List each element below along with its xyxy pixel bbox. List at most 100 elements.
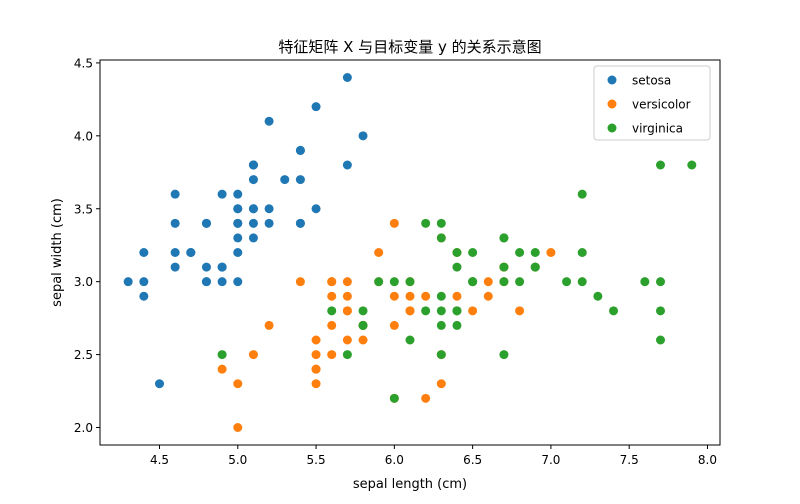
data-point: [452, 320, 462, 330]
y-tick-label: 4.5: [74, 56, 93, 70]
data-point: [248, 218, 258, 228]
data-point: [248, 233, 258, 243]
data-point: [233, 248, 243, 257]
data-point: [530, 262, 540, 272]
data-point: [154, 379, 164, 389]
plot-area: [99, 59, 721, 446]
data-point: [201, 218, 211, 228]
data-point: [452, 291, 462, 301]
x-tick-label: 8.0: [698, 453, 717, 467]
data-point: [311, 335, 321, 345]
data-point: [468, 248, 478, 257]
data-point: [436, 379, 446, 389]
data-point: [170, 218, 180, 228]
series-virginica: [217, 160, 697, 403]
data-point: [217, 277, 227, 287]
y-tick-label: 3.0: [74, 275, 93, 289]
data-point: [327, 320, 337, 330]
data-point: [358, 320, 368, 330]
data-point: [342, 350, 352, 360]
chart-title: 特征矩阵 X 与目标变量 y 的关系示意图: [278, 38, 541, 56]
data-point: [264, 116, 274, 126]
data-point: [452, 248, 462, 257]
data-point: [342, 277, 352, 287]
data-point: [342, 306, 352, 316]
data-point: [436, 306, 446, 316]
data-point: [327, 291, 337, 301]
x-tick-label: 5.5: [307, 453, 326, 467]
data-point: [483, 291, 493, 301]
data-point: [421, 291, 431, 301]
x-tick-label: 6.5: [463, 453, 482, 467]
data-point: [170, 189, 180, 199]
data-point: [593, 291, 603, 301]
data-point: [546, 248, 556, 257]
data-point: [311, 204, 321, 214]
y-tick-label: 2.5: [74, 348, 93, 362]
data-point: [515, 306, 525, 316]
data-point: [342, 160, 352, 170]
x-tick-label: 4.5: [150, 453, 169, 467]
data-point: [389, 277, 399, 287]
data-point: [421, 393, 431, 403]
data-point: [436, 350, 446, 360]
legend-marker: [607, 99, 617, 109]
data-point: [217, 364, 227, 374]
y-tick-label: 4.0: [74, 129, 93, 143]
data-point: [233, 423, 243, 432]
data-point: [436, 218, 446, 228]
data-point: [311, 379, 321, 389]
data-point: [170, 262, 180, 272]
y-tick-label: 2.0: [74, 421, 93, 435]
axes-frame: [99, 59, 721, 446]
data-point: [233, 233, 243, 243]
y-tick-label: 3.5: [74, 202, 93, 216]
data-point: [562, 277, 572, 287]
data-point: [577, 189, 587, 199]
data-point: [405, 335, 415, 345]
data-point: [436, 291, 446, 301]
data-point: [280, 175, 290, 185]
data-point: [358, 335, 368, 345]
data-point: [499, 233, 509, 243]
data-point: [311, 364, 321, 374]
data-point: [515, 277, 525, 287]
x-tick-label: 7.5: [620, 453, 639, 467]
data-point: [405, 306, 415, 316]
data-point: [452, 306, 462, 316]
y-axis: 2.0 2.5 3.0 3.5 4.0 4.5: [74, 56, 100, 435]
x-tick-label: 6.0: [385, 453, 404, 467]
data-point: [295, 145, 305, 155]
data-point: [656, 277, 666, 287]
data-point: [295, 277, 305, 287]
x-axis: 4.5 5.0 5.5 6.0 6.5 7.0 7.5 8.0: [150, 445, 717, 467]
data-point: [656, 335, 666, 345]
data-point: [233, 189, 243, 199]
legend-label: versicolor: [632, 98, 691, 112]
series-setosa: [123, 73, 368, 389]
data-point: [499, 277, 509, 287]
data-point: [640, 277, 650, 287]
data-point: [217, 350, 227, 360]
data-point: [436, 320, 446, 330]
data-point: [389, 291, 399, 301]
data-point: [468, 306, 478, 316]
data-point: [656, 306, 666, 316]
data-point: [201, 262, 211, 272]
data-point: [515, 248, 525, 257]
y-axis-label: sepal width (cm): [50, 198, 65, 307]
points-layer: [123, 73, 697, 432]
data-point: [374, 248, 384, 257]
data-point: [264, 218, 274, 228]
data-point: [358, 131, 368, 141]
data-point: [374, 277, 384, 287]
data-point: [577, 248, 587, 257]
data-point: [311, 350, 321, 360]
data-point: [264, 320, 274, 330]
data-point: [201, 277, 211, 287]
data-point: [421, 306, 431, 316]
data-point: [139, 248, 149, 257]
data-point: [139, 291, 149, 301]
data-point: [468, 277, 478, 287]
